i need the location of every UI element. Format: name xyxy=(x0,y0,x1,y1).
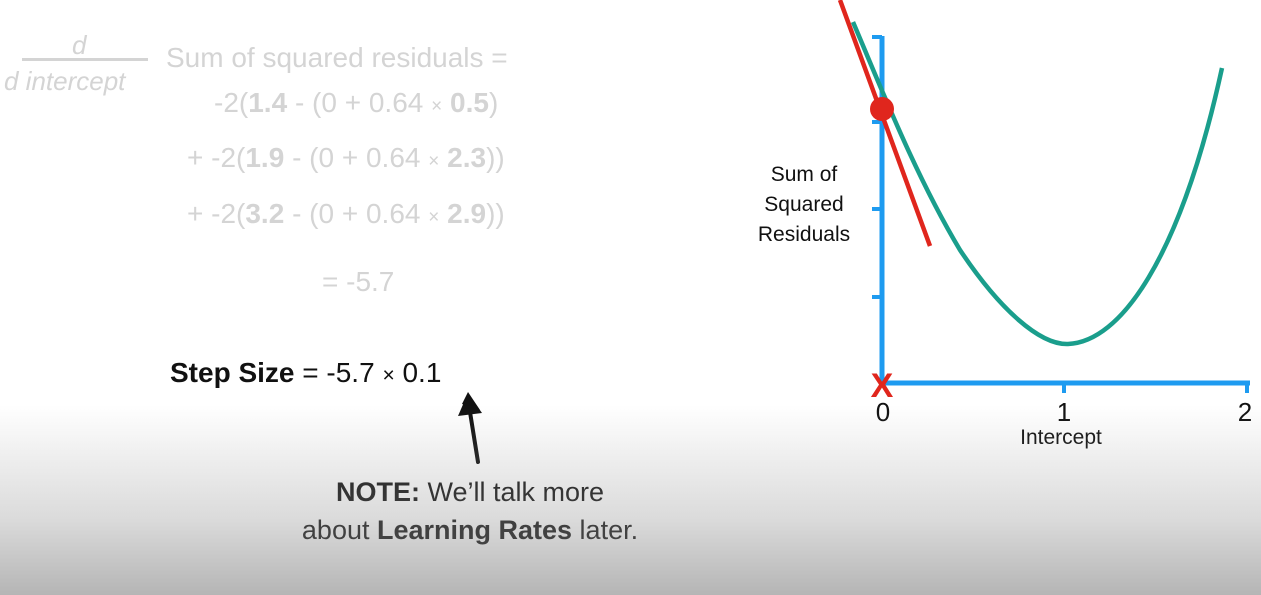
x-tick-label-1: 1 xyxy=(1057,397,1071,427)
x-tick-label-2: 2 xyxy=(1238,397,1252,427)
y-axis-label-line-2: Squared xyxy=(764,193,843,216)
x-tick-label-0: 0 xyxy=(876,397,890,427)
x-axis xyxy=(880,380,1250,393)
current-point xyxy=(870,97,894,121)
note-arrow xyxy=(458,392,482,464)
x-axis-label: Intercept xyxy=(1020,426,1102,449)
y-axis-label-line-1: Sum of xyxy=(771,163,838,186)
y-axis-label-line-3: Residuals xyxy=(758,223,850,246)
tangent-line xyxy=(837,0,933,247)
